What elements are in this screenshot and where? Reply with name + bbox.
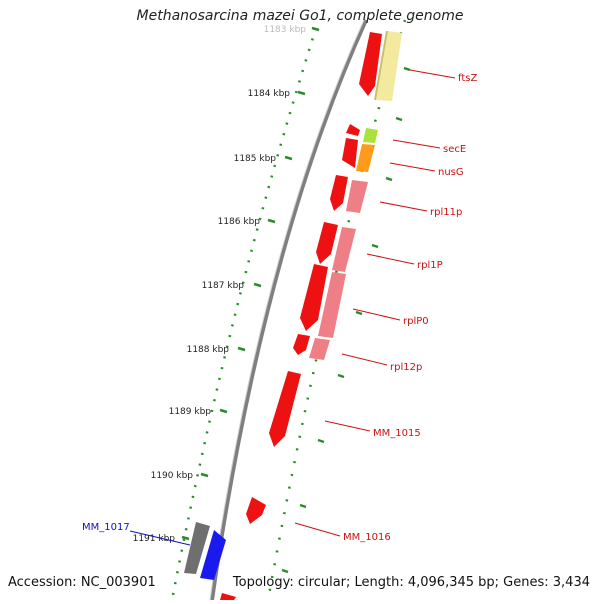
- genome-backbone-highlight: [209, 19, 365, 601]
- scale-tick: [219, 408, 228, 414]
- gene-rpl12p-outer: [309, 338, 330, 360]
- map-title: Methanosarcina mazei Go1, complete genom…: [136, 8, 464, 24]
- gene-label: rplP0: [403, 316, 429, 327]
- gene-label-leader: [352, 308, 401, 321]
- gene-label-leader: [324, 420, 371, 432]
- gene-bottom-fragment: [220, 593, 236, 600]
- gene-rpl12p-inner: [293, 334, 310, 355]
- scale-tick-label: 1183 kbp: [264, 25, 307, 35]
- scale-tick: [267, 218, 276, 224]
- gene-label: rpl1P: [417, 260, 443, 271]
- genome-backbone: [210, 19, 368, 601]
- gene-label: MM_1017: [82, 522, 130, 533]
- gene-rpl11p-outer: [346, 180, 368, 213]
- outer-scale-tick: [281, 568, 289, 574]
- gene-rplP0-outer: [318, 272, 346, 338]
- topology-label: Topology: circular; Length: 4,096,345 bp…: [232, 575, 590, 590]
- scale-tick: [200, 472, 209, 478]
- gene-label: MM_1016: [343, 532, 391, 543]
- gene-label: nusG: [438, 167, 464, 178]
- gene-label-leader: [294, 522, 341, 537]
- gene-rplP0-inner: [300, 264, 328, 331]
- accession-label: Accession: NC_003901: [8, 575, 156, 590]
- gene-rpl1P-outer: [332, 227, 356, 272]
- scale-tick: [284, 155, 293, 161]
- gene-label: MM_1015: [373, 428, 421, 439]
- gene-nusG-inner: [342, 138, 358, 168]
- scale-tick-label: 1184 kbp: [248, 89, 291, 99]
- gene-label: rpl12p: [390, 362, 422, 373]
- gene-label-leader: [129, 530, 191, 546]
- outer-scale-tick: [371, 243, 379, 249]
- outer-scale-tick: [317, 438, 325, 444]
- gene-label: rpl11p: [430, 207, 462, 218]
- scale-ruler-inner: [170, 27, 318, 601]
- gene-MM_1017-gray: [184, 522, 210, 574]
- gene-label: ftsZ: [458, 73, 477, 84]
- outer-scale-tick: [299, 503, 307, 509]
- outer-scale-tick: [355, 310, 363, 316]
- scale-tick: [311, 26, 320, 32]
- scale-tick-label: 1187 kbp: [202, 281, 245, 291]
- scale-tick-label: 1191 kbp: [133, 534, 176, 544]
- scale-tick: [253, 282, 262, 288]
- gene-label-leader: [392, 139, 441, 149]
- gene-rpl1P-inner: [316, 222, 338, 264]
- gene-secE-inner: [346, 124, 360, 136]
- gene-ftsZ-inner: [359, 32, 382, 96]
- outer-scale-tick: [385, 176, 393, 182]
- gene-label: secE: [443, 144, 466, 155]
- outer-scale-tick: [337, 373, 345, 379]
- scale-tick-label: 1190 kbp: [151, 471, 194, 481]
- gene-ftsZ-outer: [376, 31, 402, 101]
- gene-rpl11p-inner: [330, 175, 348, 211]
- gene-label-leader: [409, 69, 456, 79]
- gene-label-leader: [341, 353, 388, 366]
- gene-ftsZ-outer-edge: [374, 31, 388, 100]
- gene-MM_1015: [269, 371, 301, 447]
- outer-scale-tick: [395, 116, 403, 122]
- scale-tick-label: 1185 kbp: [234, 154, 277, 164]
- scale-tick: [237, 346, 246, 352]
- gene-MM_1016: [246, 497, 266, 524]
- scale-tick-label: 1188 kbp: [187, 345, 230, 355]
- scale-tick: [181, 535, 190, 541]
- scale-tick-label: 1186 kbp: [218, 217, 261, 227]
- gene-MM_1017-blue: [200, 530, 226, 580]
- outer-scale-tick: [403, 66, 411, 72]
- scale-tick: [297, 90, 306, 96]
- gene-nusG-outer: [356, 144, 375, 172]
- scale-tick-label: 1189 kbp: [169, 407, 212, 417]
- gene-label-leader: [366, 253, 415, 265]
- gene-label-leader: [389, 162, 436, 172]
- gene-secE-outer: [363, 128, 378, 143]
- gene-label-leader: [379, 201, 428, 212]
